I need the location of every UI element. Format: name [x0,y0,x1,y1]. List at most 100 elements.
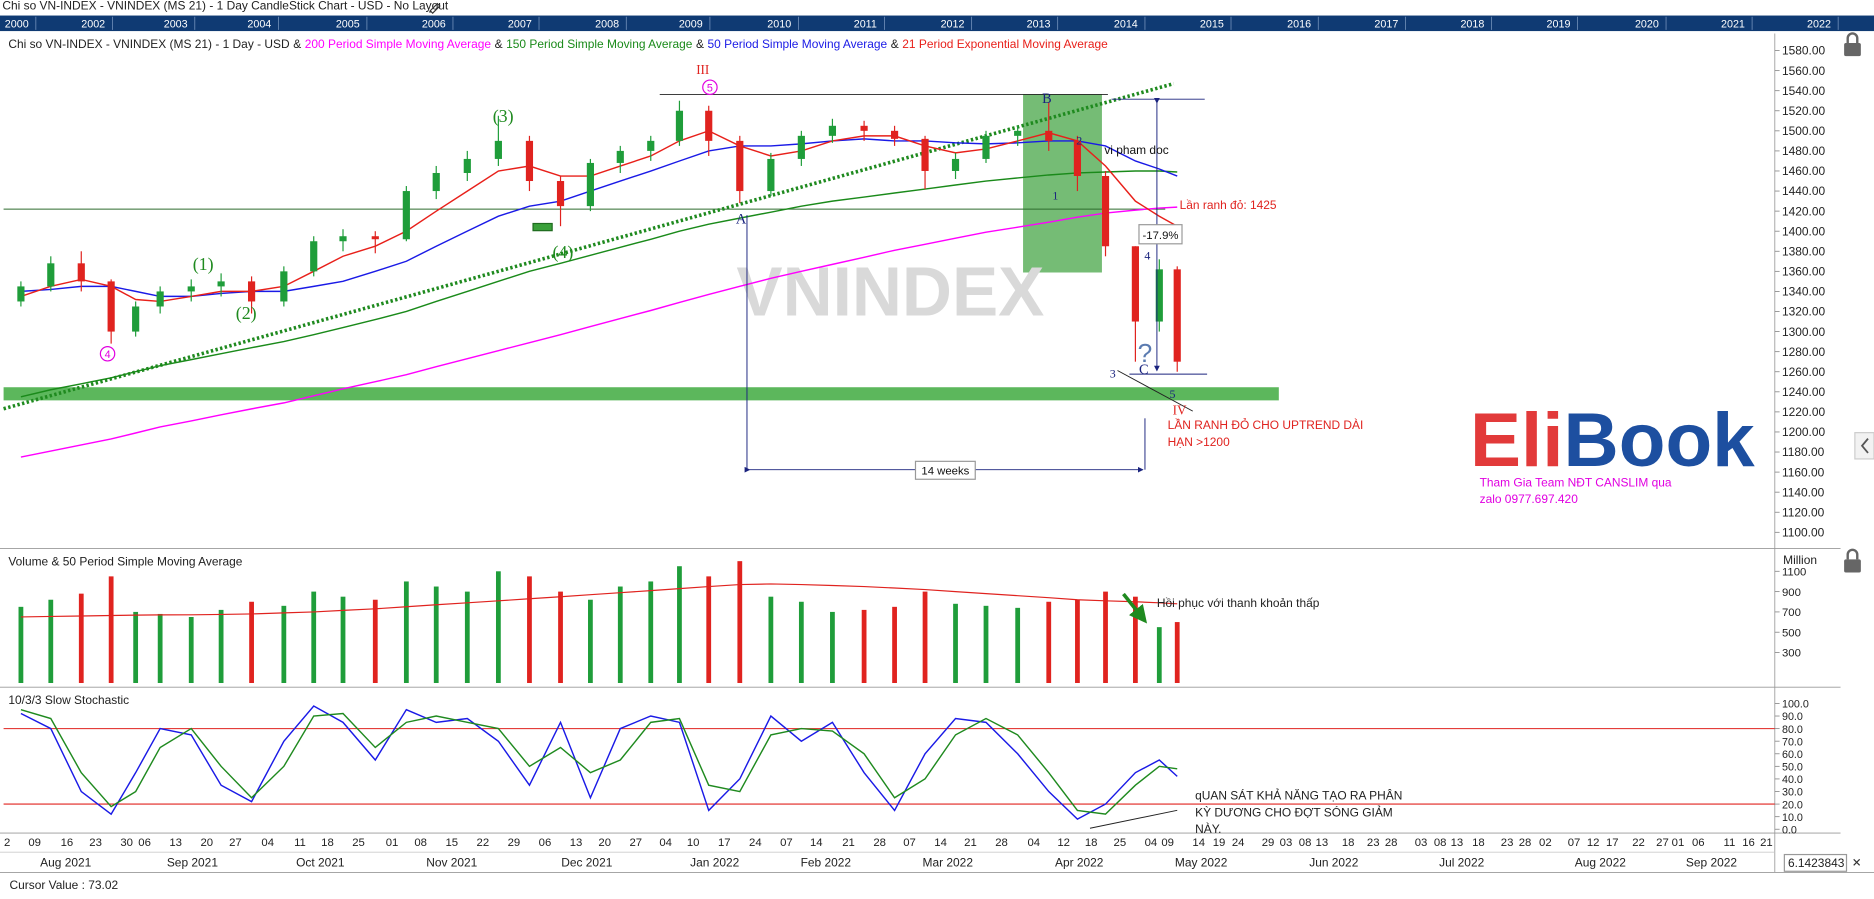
volume-bar [133,611,139,683]
annotation: 5 [707,82,713,94]
annotation: KỲ DƯƠNG CHO ĐỢT SÓNG GIẢM [1195,804,1393,819]
y-tick-label: 1420.00 [1782,204,1826,218]
legend-subtitle: Chi so VN-INDEX - VNINDEX (MS 21) - 1 Da… [8,37,290,51]
volume-bar [372,599,378,683]
x-tick-label: 27 [630,837,643,849]
candle-body [463,158,471,173]
volume-bar [798,601,804,683]
x-tick-label: 14 [1192,837,1205,849]
x-tick-label: 27 [229,837,242,849]
x-tick-label: 13 [1316,837,1329,849]
volume-bar [861,609,867,683]
annotation: IV [1173,403,1187,418]
candle-body [525,140,534,182]
x-tick-label: 07 [780,837,793,849]
timeline-year: 2013 [1027,18,1051,30]
edit-icon[interactable] [429,2,441,14]
close-icon[interactable] [1853,858,1861,866]
x-tick-label: 17 [718,837,731,849]
x-tick-label: 07 [903,837,916,849]
y-tick-label: 1560.00 [1782,64,1826,78]
volume-bar [892,606,897,683]
collapse-button[interactable] [1854,432,1874,460]
lock-icon[interactable] [1844,32,1861,57]
candle-body [310,241,318,272]
volume-bar [157,613,163,683]
x-tick-label: 13 [570,837,583,849]
x-tick-label: 29 [508,837,521,849]
x-tick-label: 17 [1606,837,1619,849]
volume-bar [922,591,928,683]
timeline-year: 2022 [1807,18,1831,30]
timeline-year: 2004 [247,18,271,30]
candle-body [77,263,85,282]
y-tick-label: 1220.00 [1782,405,1826,419]
timeline-strip[interactable] [0,15,1874,32]
annotation: 3 [1110,367,1116,381]
logo-part: Eli [1470,398,1564,483]
x-month-label: May 2022 [1175,855,1228,869]
arrow [1122,592,1148,624]
x-tick-label: 25 [352,837,365,849]
x-tick-label: 27 [1656,837,1669,849]
volume-bar [1046,601,1052,683]
x-tick-label: 10 [687,837,700,849]
x-tick-label: 20 [200,837,213,849]
panel-title: 10/3/3 Slow Stochastic [8,693,129,707]
x-tick-label: 19 [1213,837,1226,849]
candle-body [1073,140,1082,176]
annotation: C [1139,362,1149,378]
timeline-year: 2010 [767,18,791,30]
candle-body [432,172,440,192]
timeline-year: 2008 [595,18,619,30]
x-tick-label: 04 [659,837,672,849]
y-tick-label: 50.0 [1782,762,1803,774]
y-tick-label: 1320.00 [1782,305,1826,319]
volume-bar [78,593,84,683]
x-tick-label: 24 [749,837,762,849]
y-tick-label: 90.0 [1782,711,1803,723]
x-tick-label: 23 [89,837,102,849]
scale-box[interactable] [1783,853,1848,872]
timeline-year: 2020 [1635,18,1659,30]
volume-bar [1015,607,1021,683]
volume-bar [218,609,224,683]
x-tick-label: 25 [1114,837,1127,849]
annotation: 4 [105,349,111,361]
candle-body [1014,130,1022,136]
legend-separator: & [696,37,704,51]
timeline-year: 2017 [1374,18,1398,30]
annotation: (3) [493,106,514,127]
x-tick-label: 03 [1415,837,1428,849]
annotation: LẦN RANH ĐỎ CHO UPTREND DÀI [1168,417,1364,432]
y-tick-label: 700 [1782,607,1801,619]
annotation: B [1042,91,1052,107]
x-tick-label: 11 [1723,837,1735,849]
y-tick-label: 900 [1782,587,1801,599]
timeline-year: 2002 [81,18,105,30]
candle-body [156,291,164,307]
x-tick-label: 12 [1057,837,1070,849]
y-tick-label: 1360.00 [1782,265,1826,279]
legend-separator: & [293,37,301,51]
x-tick-label: 06 [1692,837,1705,849]
unit-label: Million [1783,553,1817,567]
x-month-label: Sep 2022 [1686,855,1737,869]
measure-box [1138,224,1183,245]
y-tick-label: 1580.00 [1782,44,1826,58]
x-month-label: Aug 2021 [40,855,91,869]
x-tick-label: 14 [934,837,947,849]
x-month-label: Sep 2021 [167,855,218,869]
volume-bar [706,576,712,683]
volume-bar [768,596,774,683]
legend-entry: 50 Period Simple Moving Average [708,37,888,51]
x-tick-label: 18 [1342,837,1355,849]
volume-bar [464,591,470,683]
volume-bar [677,566,682,683]
support-zone [3,387,1279,401]
lock-icon[interactable] [1844,548,1861,573]
x-tick-label: 22 [477,837,490,849]
candle-body [736,140,744,192]
annotation: -17.9% [1143,230,1179,242]
